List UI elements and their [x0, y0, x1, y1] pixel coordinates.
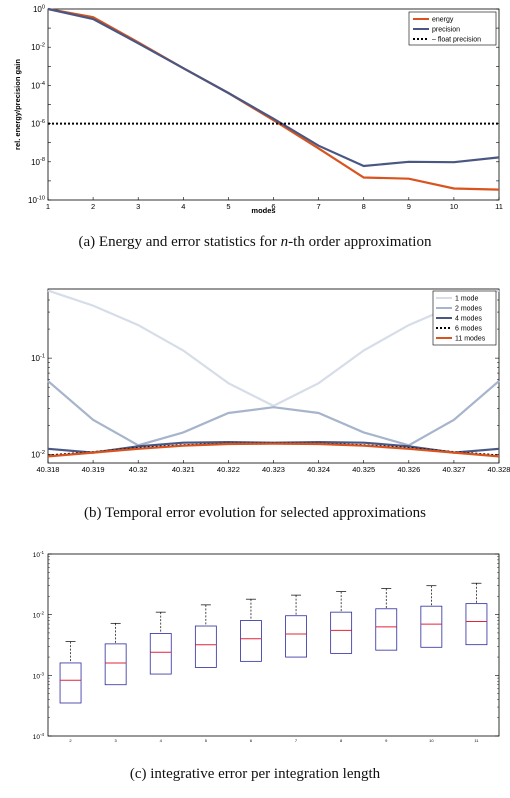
x-tick-label: 4	[160, 738, 163, 743]
chart-a-panel: 100 10-2 10-4 10-6 10-8 10-10 1 2 3 4 5 6 7 8 9 10 11 mod…	[0, 0, 510, 225]
x-tick-label: 40.321	[172, 465, 195, 474]
box-iqr	[330, 611, 353, 654]
x-axis-label: modes	[251, 206, 275, 215]
box-iqr	[194, 625, 217, 668]
box-iqr	[375, 608, 398, 651]
series-line-11-modes	[47, 442, 500, 458]
x-tick-label: 40.327	[442, 465, 465, 474]
x-tick-label: 3	[136, 202, 140, 211]
x-tick-label: 8	[362, 202, 366, 211]
box-iqr	[240, 620, 262, 662]
y-tick-label: 10-8	[31, 157, 45, 167]
x-tick-label: 40.324	[307, 465, 330, 474]
caption-c: (c) integrative error per integration le…	[129, 766, 381, 782]
y-tick-label: 10-1	[33, 550, 45, 559]
series-line-precision	[47, 7, 500, 168]
legend-label: 4 modes	[455, 316, 482, 323]
chart-b-panel: 10-1 10-2 40.318 40.319 40.32 40.321 40.322 40.…	[0, 280, 510, 476]
x-tick-label: 6	[250, 738, 253, 743]
series-line-energy	[47, 7, 500, 191]
legend-label: 1 mode	[455, 296, 478, 303]
x-tick-label: 6	[271, 202, 275, 211]
y-tick-label: 10-10	[28, 195, 45, 205]
y-tick-label: 10-2	[31, 43, 45, 53]
x-tick-label: 1	[46, 202, 50, 211]
chart-c-panel: 10-1 10-2 10-3 10-4 2 3 4 5 6 7 8 9 10 11	[0, 548, 510, 748]
x-tick-label: 40.32	[129, 465, 148, 474]
temporal-error-chart: 10-1 10-2 40.318 40.319 40.32 40.321 40.322 40.…	[31, 288, 510, 474]
box-iqr	[59, 662, 82, 704]
legend-label: precision	[432, 27, 460, 34]
x-tick-label: 40.326	[397, 465, 420, 474]
caption-a: (a) Energy and error statistics for n-th…	[78, 234, 432, 250]
x-tick-label: 7	[317, 202, 321, 211]
y-tick-label: 10-3	[33, 671, 45, 680]
x-tick-label: 8	[340, 738, 343, 743]
box-iqr	[285, 615, 307, 658]
plot-frame	[47, 553, 500, 737]
x-tick-label: 3	[115, 738, 118, 743]
y-tick-label: 10-4	[31, 81, 45, 91]
x-tick-label: 40.325	[352, 465, 375, 474]
box-iqr	[465, 603, 488, 646]
series-line-1-mode	[47, 289, 500, 408]
caption-b: (b) Temporal error evolution for selecte…	[84, 505, 426, 521]
y-tick-label: 10-1	[31, 354, 45, 364]
x-tick-label: 40.322	[217, 465, 240, 474]
x-tick-label: 9	[385, 738, 388, 743]
box-iqr	[420, 605, 443, 648]
x-tick-label: 40.318	[37, 465, 60, 474]
series-line-2-modes	[47, 380, 500, 447]
x-tick-label: 10	[429, 738, 434, 743]
y-tick-label: 100	[33, 4, 45, 14]
x-tick-label: 5	[226, 202, 230, 211]
x-tick-label: 40.323	[262, 465, 285, 474]
legend-label: – float precision	[432, 37, 481, 44]
x-tick-label: 40.319	[82, 465, 105, 474]
y-tick-label: 10-2	[31, 450, 45, 460]
x-tick-label: 2	[69, 738, 72, 743]
x-tick-label: 40.328	[488, 465, 510, 474]
y-tick-label: 10-4	[33, 732, 45, 741]
x-tick-label: 9	[407, 202, 411, 211]
legend-label: energy	[432, 17, 454, 24]
box-iqr	[104, 643, 127, 686]
x-tick-label: 7	[295, 738, 298, 743]
x-tick-label: 4	[181, 202, 185, 211]
legend-label: 6 modes	[455, 326, 482, 333]
y-tick-label: 10-6	[31, 119, 45, 129]
x-tick-label: 5	[205, 738, 208, 743]
x-tick-label: 11	[495, 202, 503, 211]
integrative-error-chart: 10-1 10-2 10-3 10-4 2 3 4 5 6 7 8 9 10 11	[33, 550, 500, 743]
legend-label: 11 modes	[455, 336, 486, 343]
y-tick-label: 10-2	[33, 611, 45, 620]
y-axis-label: rel. energy/precision gain	[13, 59, 22, 150]
box-iqr	[149, 633, 172, 675]
x-tick-label: 10	[450, 202, 458, 211]
energy-precision-chart: 100 10-2 10-4 10-6 10-8 10-101 2 3 4 5 6 7 8 9 10 11 mod…	[13, 4, 503, 215]
x-tick-label: 11	[474, 738, 479, 743]
legend-label: 2 modes	[455, 306, 482, 313]
x-tick-label: 2	[91, 202, 95, 211]
